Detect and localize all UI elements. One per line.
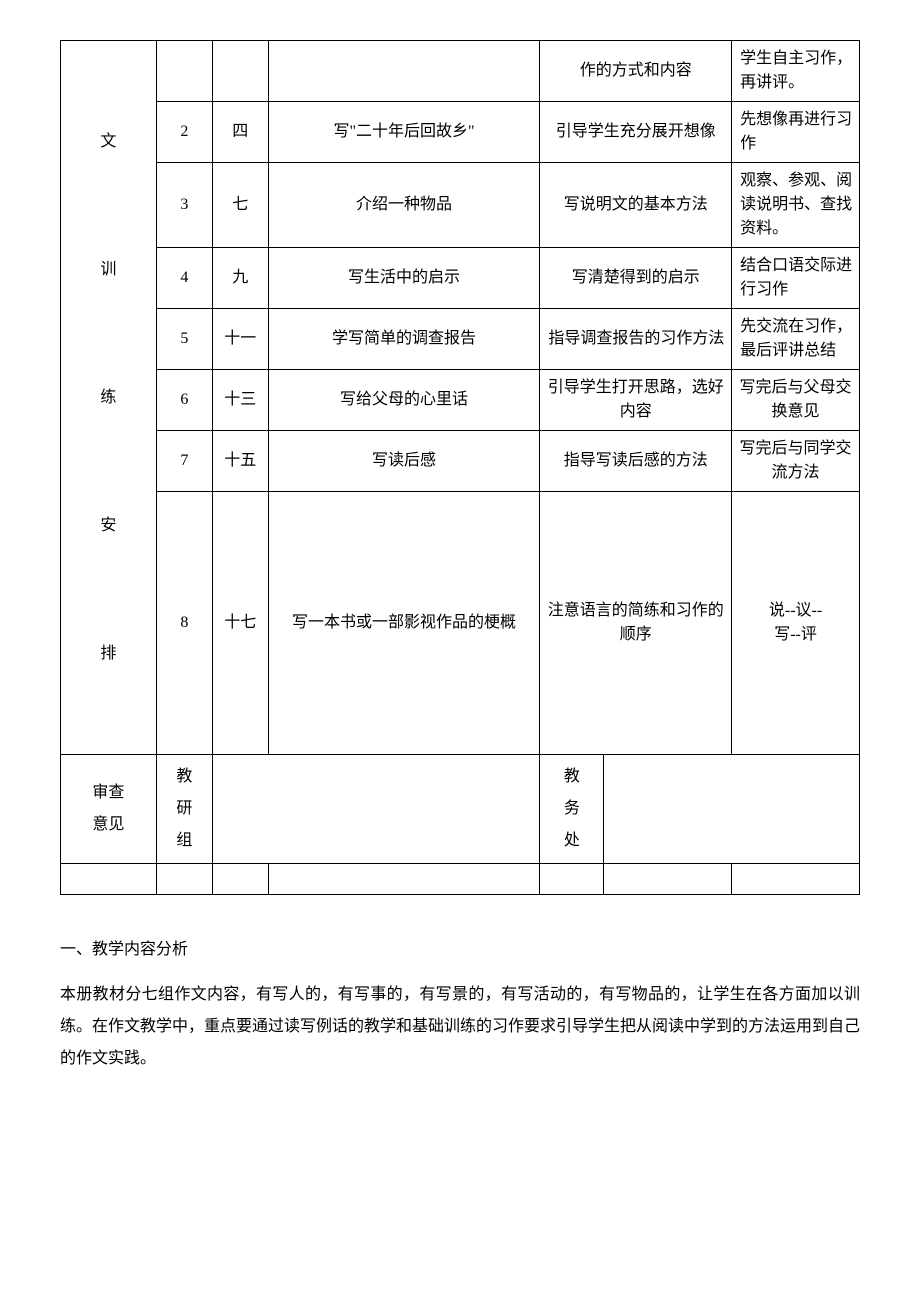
cell-topic: 写给父母的心里话: [268, 370, 540, 431]
review-label: 审查 意见: [61, 755, 157, 864]
table-row: 6 十三 写给父母的心里话 引导学生打开思路，选好内容 写完后与父母交换意见: [61, 370, 860, 431]
left-header-char: 安: [65, 508, 152, 543]
cell-num: 3: [156, 163, 212, 248]
table-row: 7 十五 写读后感 指导写读后感的方法 写完后与同学交流方法: [61, 431, 860, 492]
cell-week: 十五: [212, 431, 268, 492]
cell-topic: 写读后感: [268, 431, 540, 492]
cell-week: 九: [212, 248, 268, 309]
cell-focus: 写说明文的基本方法: [540, 163, 732, 248]
cell-week: 四: [212, 102, 268, 163]
empty-cell: [540, 864, 604, 895]
section-paragraph: 本册教材分七组作文内容，有写人的，有写事的，有写景的，有写活动的，有写物品的，让…: [60, 979, 860, 1075]
cell-focus: 作的方式和内容: [540, 41, 732, 102]
cell-num: 6: [156, 370, 212, 431]
cell-focus: 注意语言的简练和习作的顺序: [540, 492, 732, 755]
left-header-char: 文: [65, 124, 152, 159]
table-row: 3 七 介绍一种物品 写说明文的基本方法 观察、参观、阅读说明书、查找资料。: [61, 163, 860, 248]
cell-topic: 介绍一种物品: [268, 163, 540, 248]
cell-topic: [268, 41, 540, 102]
table-row: 文 训 练 安 排 作的方式和内容 学生自主习作，再讲评。: [61, 41, 860, 102]
cell-method: 写完后与同学交流方法: [732, 431, 860, 492]
empty-cell: [268, 864, 540, 895]
cell-method: 写完后与父母交换意见: [732, 370, 860, 431]
cell-method: 学生自主习作，再讲评。: [732, 41, 860, 102]
section-title: 一、教学内容分析: [60, 935, 860, 959]
cell-focus: 指导写读后感的方法: [540, 431, 732, 492]
empty-cell: [61, 864, 157, 895]
cell-week: [212, 41, 268, 102]
left-header-char: 练: [65, 380, 152, 415]
review-table: 审查 意见 教 研 组 教 务 处: [60, 754, 860, 895]
cell-method: 结合口语交际进行习作: [732, 248, 860, 309]
cell-week: 十七: [212, 492, 268, 755]
review-char: 教: [161, 761, 208, 793]
cell-focus: 引导学生打开思路，选好内容: [540, 370, 732, 431]
review-group-label: 教 研 组: [156, 755, 212, 864]
cell-week: 十三: [212, 370, 268, 431]
review-char: 研: [161, 793, 208, 825]
cell-focus: 指导调查报告的习作方法: [540, 309, 732, 370]
cell-num: 5: [156, 309, 212, 370]
training-plan-table: 文 训 练 安 排 作的方式和内容 学生自主习作，再讲评。 2 四 写"二十年后…: [60, 40, 860, 755]
left-header: 文 训 练 安 排: [61, 41, 157, 755]
cell-week: 七: [212, 163, 268, 248]
empty-cell: [604, 864, 732, 895]
table-row: 5 十一 学写简单的调查报告 指导调查报告的习作方法 先交流在习作，最后评讲总结: [61, 309, 860, 370]
cell-num: [156, 41, 212, 102]
empty-cell: [732, 864, 860, 895]
review-group-content: [212, 755, 540, 864]
cell-num: 4: [156, 248, 212, 309]
review-label-line: 审查: [65, 777, 152, 809]
cell-method: 说--议-- 写--评: [732, 492, 860, 755]
cell-method: 先交流在习作，最后评讲总结: [732, 309, 860, 370]
review-label-line: 意见: [65, 809, 152, 841]
empty-row: [61, 864, 860, 895]
cell-topic: 写"二十年后回故乡": [268, 102, 540, 163]
cell-method: 先想像再进行习作: [732, 102, 860, 163]
review-row: 审查 意见 教 研 组 教 务 处: [61, 755, 860, 864]
table-row: 4 九 写生活中的启示 写清楚得到的启示 结合口语交际进行习作: [61, 248, 860, 309]
left-header-char: 训: [65, 252, 152, 287]
cell-topic: 写生活中的启示: [268, 248, 540, 309]
cell-focus: 引导学生充分展开想像: [540, 102, 732, 163]
table-row: 8 十七 写一本书或一部影视作品的梗概 注意语言的简练和习作的顺序 说--议--…: [61, 492, 860, 755]
cell-topic: 学写简单的调查报告: [268, 309, 540, 370]
empty-cell: [156, 864, 212, 895]
review-char: 处: [544, 825, 599, 857]
cell-num: 8: [156, 492, 212, 755]
review-char: 组: [161, 825, 208, 857]
cell-method: 观察、参观、阅读说明书、查找资料。: [732, 163, 860, 248]
empty-cell: [212, 864, 268, 895]
cell-num: 2: [156, 102, 212, 163]
cell-topic: 写一本书或一部影视作品的梗概: [268, 492, 540, 755]
review-office-label: 教 务 处: [540, 755, 604, 864]
left-header-char: 排: [65, 636, 152, 671]
cell-focus: 写清楚得到的启示: [540, 248, 732, 309]
review-char: 务: [544, 793, 599, 825]
review-char: 教: [544, 761, 599, 793]
cell-week: 十一: [212, 309, 268, 370]
cell-num: 7: [156, 431, 212, 492]
table-row: 2 四 写"二十年后回故乡" 引导学生充分展开想像 先想像再进行习作: [61, 102, 860, 163]
review-office-content: [604, 755, 860, 864]
